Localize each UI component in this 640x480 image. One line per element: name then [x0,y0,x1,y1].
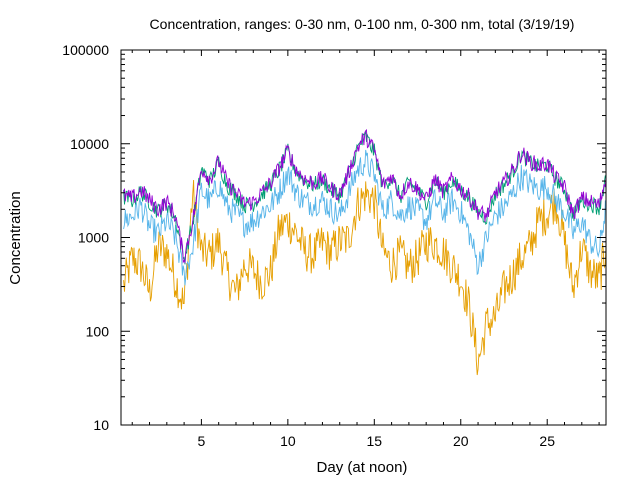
x-axis: 5 10 15 20 25 [131,50,600,449]
y-tick-label: 1000 [78,230,109,246]
x-tick-label: 10 [280,433,296,449]
y-axis-label: Concentration [7,191,24,284]
chart-title: Concentration, ranges: 0-30 nm, 0-100 nm… [150,16,575,32]
y-tick-label: 100000 [62,42,109,58]
series-line-3 [123,179,607,376]
y-axis: 10 100 1000 10000 100000 [62,42,606,433]
x-tick-label: 25 [539,433,555,449]
series-line-2 [123,149,607,286]
x-tick-label: 5 [198,433,206,449]
series-layer [123,128,607,376]
series-line-0 [123,128,607,264]
x-tick-label: 15 [367,433,383,449]
y-tick-label: 100 [86,323,110,339]
y-tick-label: 10 [93,417,109,433]
x-tick-label: 20 [453,433,469,449]
y-tick-label: 10000 [70,136,109,152]
x-axis-label: Day (at noon) [317,459,408,476]
